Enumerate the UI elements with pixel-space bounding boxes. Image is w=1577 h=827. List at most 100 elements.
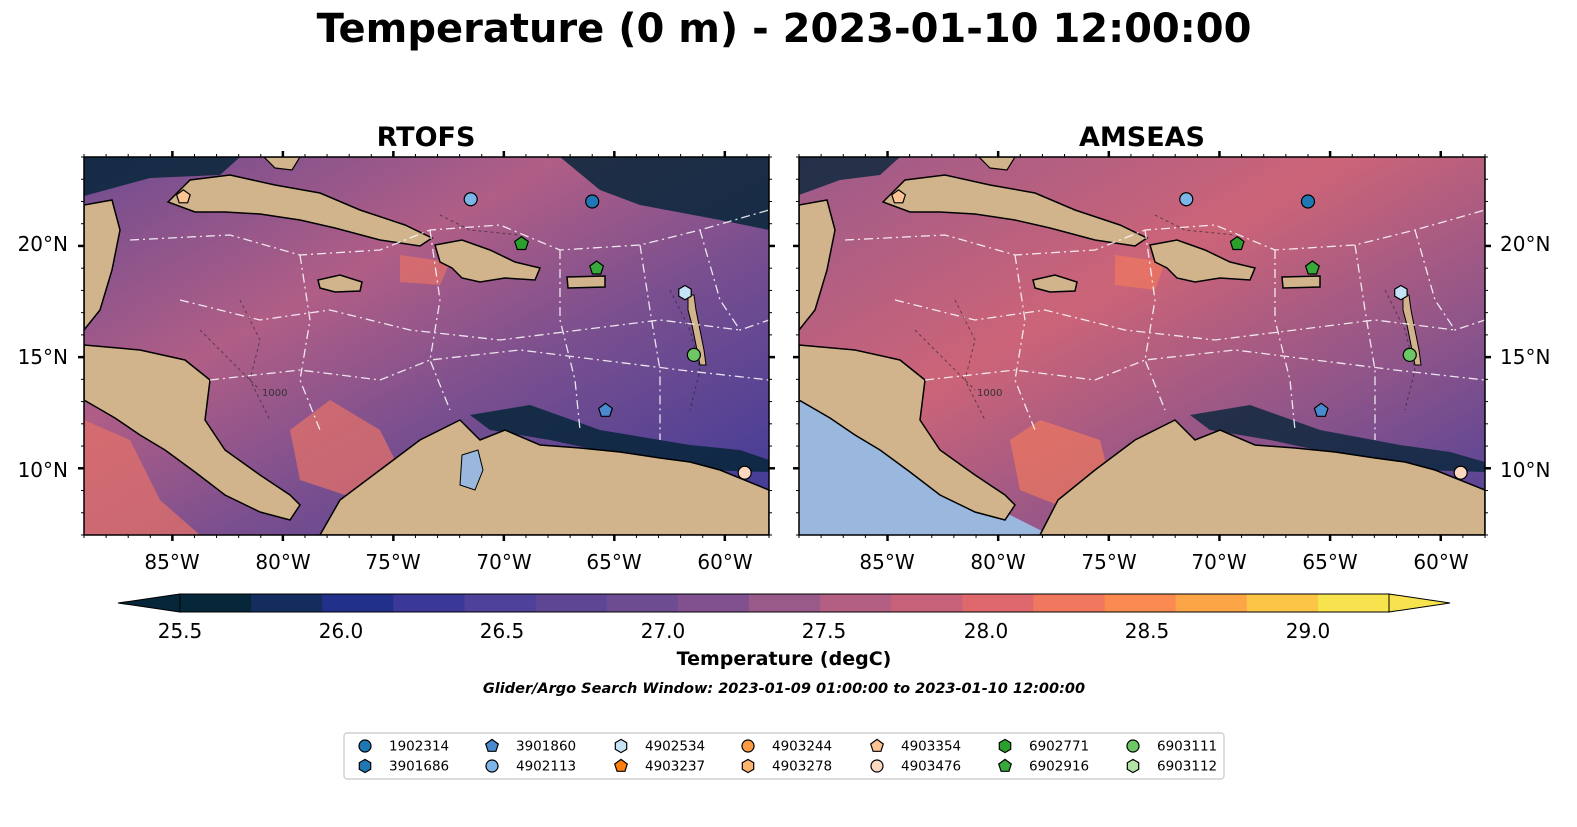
platform-marker-6902771 xyxy=(1229,235,1245,251)
colorbar: 25.5 26.0 26.5 27.0 27.5 28.0 28.5 29.0 … xyxy=(117,593,1451,670)
legend-label: 6903112 xyxy=(1157,759,1217,775)
legend-label: 4903476 xyxy=(901,759,961,775)
lon-tick-labels: 85°W 80°W 75°W 70°W 65°W 60°W xyxy=(859,550,1468,574)
legend-marker-pentagon xyxy=(997,758,1013,772)
legend-entry-6902916: 6902916 xyxy=(997,758,1089,775)
lat-tick-labels: 20°N 15°N 10°N xyxy=(1500,232,1550,482)
colorbar-segment xyxy=(1033,594,1106,612)
colorbar-tick-label: 27.0 xyxy=(641,619,686,643)
platform-marker-3901860 xyxy=(1313,402,1329,417)
colorbar-segment xyxy=(1175,594,1248,612)
colorbar-tick-label: 29.0 xyxy=(1286,619,1331,643)
colorbar-segment xyxy=(1246,594,1319,612)
lon-tick-label: 85°W xyxy=(144,550,199,574)
platform-marker-6903111 xyxy=(1402,347,1417,362)
isobath-label: 1000 xyxy=(262,388,287,399)
legend-entry-4903237: 4903237 xyxy=(613,758,705,775)
south-america-land xyxy=(1039,419,1485,535)
platform-marker-1902314 xyxy=(1300,194,1316,209)
legend-marker-circle xyxy=(870,759,884,773)
colorbar-segment xyxy=(464,594,537,612)
florida-land xyxy=(263,157,301,171)
warm-water-patch xyxy=(1010,255,1165,510)
legend-entry-4902534: 4902534 xyxy=(614,738,705,755)
colorbar-tick-label: 27.5 xyxy=(802,619,847,643)
isobath-label: 1000 xyxy=(977,388,1002,399)
yucatan-land xyxy=(799,199,836,332)
legend-label: 3901860 xyxy=(516,739,576,755)
legend-label: 4903237 xyxy=(645,759,705,775)
central-america-land xyxy=(799,344,1016,521)
colorbar-label: Temperature (degC) xyxy=(677,648,892,670)
colorbar-segments xyxy=(180,594,1390,612)
map-frame xyxy=(83,156,770,536)
platform-marker-4903476 xyxy=(1453,465,1468,480)
map-frame xyxy=(798,156,1486,536)
jamaica-land xyxy=(1032,274,1078,293)
platform-marker-6902771 xyxy=(513,235,530,251)
map-ticks xyxy=(793,151,1491,541)
legend-label: 6902916 xyxy=(1029,759,1089,775)
platform-marker-4903354 xyxy=(175,189,191,204)
legend-label: 6903111 xyxy=(1157,739,1217,755)
lon-tick-label: 65°W xyxy=(586,550,641,574)
colorbar-extend-low xyxy=(117,593,181,613)
colorbar-segment xyxy=(748,594,821,612)
lat-tick-label: 15°N xyxy=(1500,345,1550,369)
legend-entry-3901686: 3901686 xyxy=(358,759,449,775)
colorbar-extend-high xyxy=(1388,593,1451,613)
legend-entry-4903354: 4903354 xyxy=(869,738,961,755)
lon-tick-label: 80°W xyxy=(255,550,310,574)
cold-water-band xyxy=(84,157,769,472)
legend-marker-circle xyxy=(358,739,372,753)
hispaniola-land xyxy=(434,239,542,283)
legend-marker-hexagon xyxy=(614,738,628,754)
colorbar-segment xyxy=(535,594,608,612)
legend-marker-pentagon xyxy=(613,758,629,772)
legend-entry-6903111: 6903111 xyxy=(1126,739,1217,755)
legend-label: 4902534 xyxy=(645,739,705,755)
warm-water-patch xyxy=(84,255,450,535)
legend-label: 6902771 xyxy=(1029,739,1089,755)
lesser-antilles-land xyxy=(687,294,707,366)
platform-markers xyxy=(175,189,752,480)
lon-tick-label: 60°W xyxy=(697,550,752,574)
central-america-land xyxy=(84,344,301,521)
search-window-note: Glider/Argo Search Window: 2023-01-09 01… xyxy=(483,681,1085,697)
legend-marker-circle xyxy=(485,759,499,773)
colorbar-segment xyxy=(962,594,1035,612)
colorbar-tick-label: 28.0 xyxy=(964,619,1009,643)
colorbar-tick-label: 28.5 xyxy=(1125,619,1170,643)
puerto-rico-land xyxy=(1281,275,1321,289)
lon-tick-labels: 85°W 80°W 75°W 70°W 65°W 60°W xyxy=(144,550,752,574)
colorbar-segment xyxy=(891,594,963,612)
legend-entry-4903244: 4903244 xyxy=(741,739,832,755)
legend-marker-pentagon xyxy=(869,738,885,752)
platform-marker-6902916 xyxy=(589,260,605,275)
eez-boundaries xyxy=(129,209,769,440)
colorbar-segment xyxy=(606,594,679,612)
yucatan-land xyxy=(84,199,121,332)
isobath-contours xyxy=(199,214,701,421)
cuba-land xyxy=(881,174,1149,247)
colorbar-segment xyxy=(393,594,466,612)
legend-label: 1902314 xyxy=(389,739,449,755)
colorbar-segment xyxy=(1104,594,1177,612)
lake-maracaibo xyxy=(459,449,484,491)
platform-marker-4902534 xyxy=(678,284,692,301)
figure-title: Temperature (0 m) - 2023-01-10 12:00:00 xyxy=(317,6,1252,52)
legend: 1902314 3901686 3901860 4902113 4902534 49032… xyxy=(343,732,1225,780)
legend-entry-1902314: 1902314 xyxy=(358,739,449,755)
colorbar-segment xyxy=(1317,594,1390,612)
legend-label: 4902113 xyxy=(516,759,576,775)
panel-title-amseas: AMSEAS xyxy=(1079,122,1205,153)
colorbar-segment xyxy=(251,594,323,612)
hispaniola-land xyxy=(1149,239,1257,283)
cuba-land xyxy=(166,174,434,247)
platform-marker-6902916 xyxy=(1304,260,1320,275)
legend-marker-circle xyxy=(1126,739,1140,753)
lon-tick-label: 75°W xyxy=(1081,550,1136,574)
platform-markers xyxy=(891,189,1468,480)
legend-items: 1902314 3901686 3901860 4902113 4902534 49032… xyxy=(358,738,1217,775)
